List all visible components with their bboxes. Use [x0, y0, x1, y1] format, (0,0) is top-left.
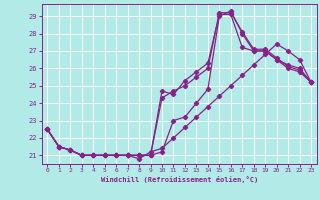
- X-axis label: Windchill (Refroidissement éolien,°C): Windchill (Refroidissement éolien,°C): [100, 176, 258, 183]
